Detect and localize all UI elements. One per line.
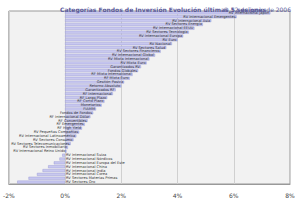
svg-text:4%: 4% xyxy=(173,192,183,198)
svg-text:RV Pequeñas Compañías: RV Pequeñas Compañías xyxy=(33,130,79,135)
svg-text:RV Sectores Oro: RV Sectores Oro xyxy=(66,180,95,184)
svg-text:RV Internacional India: RV Internacional India xyxy=(66,168,106,173)
svg-text:0%: 0% xyxy=(60,192,70,198)
svg-text:RF Largo Plazo: RF Largo Plazo xyxy=(79,95,107,100)
svg-text:Fondos Globales: Fondos Globales xyxy=(107,68,138,73)
svg-text:Monetarios: Monetarios xyxy=(80,103,101,108)
svg-text:RV Internacional Europa del Es: RV Internacional Europa del Este xyxy=(66,160,125,165)
svg-text:RV Sectores Energía: RV Sectores Energía xyxy=(165,22,202,27)
svg-text:RF Internacional Dólar: RF Internacional Dólar xyxy=(49,114,90,119)
svg-text:Categorías Fondos de Inversión: Categorías Fondos de Inversión Evolución… xyxy=(60,5,267,13)
svg-text:RV Internacional EEUU: RV Internacional EEUU xyxy=(153,26,194,31)
svg-text:RV Internacional Asia: RV Internacional Asia xyxy=(172,18,211,23)
svg-text:FIAMM: FIAMM xyxy=(83,107,95,111)
svg-text:RV Internacional Suiza: RV Internacional Suiza xyxy=(66,153,107,158)
svg-text:RF High Yield: RF High Yield xyxy=(57,126,81,131)
svg-text:RV Internacional Reino Unido: RV Internacional Reino Unido xyxy=(13,149,65,153)
svg-text:RV Mixta Euro: RV Mixta Euro xyxy=(120,60,146,65)
svg-text:RV Internacional Emergentes: RV Internacional Emergentes xyxy=(183,14,236,19)
svg-text:RV Sectores Consumo: RV Sectores Consumo xyxy=(33,137,73,142)
svg-text:Gestión Pasiva: Gestión Pasiva xyxy=(96,80,124,85)
svg-text:8%: 8% xyxy=(285,192,295,198)
svg-text:RF Mixta Euro: RF Mixta Euro xyxy=(103,76,129,81)
svg-text:RV Internacional Europa: RV Internacional Europa xyxy=(139,34,183,38)
svg-text:RV Sectores Financieros: RV Sectores Financieros xyxy=(116,49,160,54)
svg-text:RV Nacional: RV Nacional xyxy=(149,41,171,46)
svg-text:RV Sectores Salud: RV Sectores Salud xyxy=(132,45,166,50)
svg-text:Garantizados RV: Garantizados RV xyxy=(110,64,140,69)
svg-text:RV Sectores Tecnología: RV Sectores Tecnología xyxy=(146,30,188,35)
svg-text:RF Emergentes: RF Emergentes xyxy=(56,122,84,127)
svg-text:RV Internacional Latinoamérica: RV Internacional Latinoamérica xyxy=(19,133,76,138)
svg-text:Garantizados RF: Garantizados RF xyxy=(85,87,115,92)
svg-text:RV Sectores Telecomunicaciones: RV Sectores Telecomunicaciones xyxy=(11,141,70,146)
svg-text:Retorno Absoluto: Retorno Absoluto xyxy=(89,84,121,88)
svg-text:© 12 de junio de 2006: © 12 de junio de 2006 xyxy=(223,6,291,14)
svg-text:-2%: -2% xyxy=(3,192,15,198)
svg-text:RV Sectores Inmobiliario: RV Sectores Inmobiliario xyxy=(23,145,67,150)
svg-text:RV Sectores Materias Primas: RV Sectores Materias Primas xyxy=(66,176,118,181)
svg-text:6%: 6% xyxy=(229,192,239,198)
svg-text:2%: 2% xyxy=(117,192,127,198)
svg-text:RV Euro: RV Euro xyxy=(162,37,177,42)
svg-text:RV Internacional Nórdicos: RV Internacional Nórdicos xyxy=(66,157,113,161)
svg-text:RF Corto Plazo: RF Corto Plazo xyxy=(77,99,104,104)
svg-text:Fondos de Fondos: Fondos de Fondos xyxy=(59,110,93,115)
svg-text:RF Convertibles: RF Convertibles xyxy=(58,118,87,123)
svg-text:RF Mixta Internacional: RF Mixta Internacional xyxy=(91,72,132,77)
svg-text:RV Internacional China: RV Internacional China xyxy=(66,164,107,169)
svg-text:RV Internacional Corea: RV Internacional Corea xyxy=(66,172,108,177)
svg-text:RF Internacional: RF Internacional xyxy=(82,91,112,96)
svg-text:RV Internacional Global: RV Internacional Global xyxy=(112,53,154,58)
svg-text:RV Mixta Internacional: RV Mixta Internacional xyxy=(108,57,149,62)
